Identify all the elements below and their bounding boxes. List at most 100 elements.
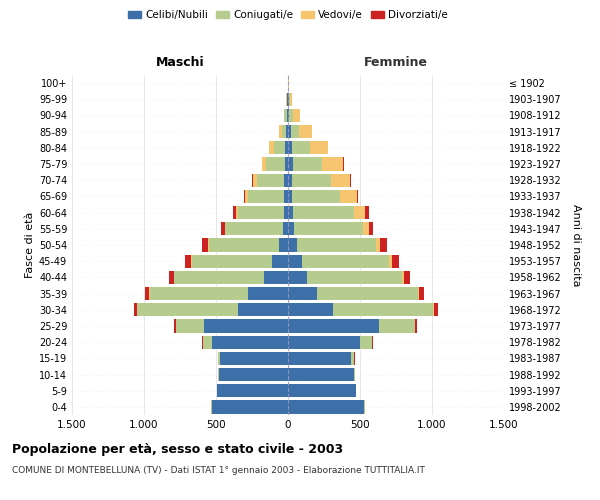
- Bar: [191, 254, 272, 268]
- Bar: [203, 336, 212, 349]
- Bar: [174, 270, 263, 284]
- Bar: [289, 92, 290, 106]
- Bar: [379, 320, 415, 332]
- Bar: [284, 206, 288, 220]
- Bar: [294, 222, 363, 235]
- Bar: [380, 238, 388, 252]
- Bar: [340, 190, 357, 203]
- Bar: [283, 222, 288, 235]
- Bar: [332, 303, 433, 316]
- Bar: [202, 238, 208, 252]
- Bar: [202, 336, 203, 349]
- Bar: [248, 190, 284, 203]
- Bar: [284, 109, 287, 122]
- Bar: [185, 254, 191, 268]
- Bar: [292, 141, 310, 154]
- Bar: [292, 174, 331, 187]
- Text: Popolazione per età, sesso e stato civile - 2003: Popolazione per età, sesso e stato civil…: [12, 442, 343, 456]
- Bar: [169, 270, 174, 284]
- Bar: [389, 254, 392, 268]
- Bar: [274, 141, 285, 154]
- Bar: [418, 287, 419, 300]
- Bar: [288, 158, 293, 170]
- Bar: [331, 174, 350, 187]
- Text: COMUNE DI MONTEBELLUNA (TV) - Dati ISTAT 1° gennaio 2003 - Elaborazione TUTTITAL: COMUNE DI MONTEBELLUNA (TV) - Dati ISTAT…: [12, 466, 425, 475]
- Bar: [285, 141, 288, 154]
- Bar: [238, 206, 284, 220]
- Bar: [352, 352, 354, 365]
- Bar: [292, 190, 340, 203]
- Bar: [402, 270, 404, 284]
- Bar: [288, 92, 289, 106]
- Bar: [288, 270, 307, 284]
- Bar: [288, 320, 379, 332]
- Bar: [285, 158, 288, 170]
- Bar: [145, 287, 149, 300]
- Bar: [317, 287, 418, 300]
- Bar: [212, 400, 288, 413]
- Y-axis label: Anni di nascita: Anni di nascita: [571, 204, 581, 286]
- Bar: [286, 125, 288, 138]
- Bar: [288, 222, 294, 235]
- Bar: [357, 190, 358, 203]
- Bar: [176, 320, 205, 332]
- Bar: [238, 303, 288, 316]
- Bar: [290, 92, 292, 106]
- Bar: [217, 384, 288, 398]
- Bar: [296, 238, 376, 252]
- Bar: [150, 287, 248, 300]
- Bar: [252, 174, 253, 187]
- Bar: [288, 206, 293, 220]
- Bar: [353, 206, 365, 220]
- Legend: Celibi/Nubili, Coniugati/e, Vedovi/e, Divorziati/e: Celibi/Nubili, Coniugati/e, Vedovi/e, Di…: [128, 10, 448, 20]
- Bar: [288, 336, 360, 349]
- Bar: [415, 320, 417, 332]
- Bar: [269, 141, 274, 154]
- Bar: [263, 270, 288, 284]
- Bar: [208, 238, 209, 252]
- Bar: [368, 222, 373, 235]
- Bar: [433, 303, 434, 316]
- Bar: [244, 190, 245, 203]
- Bar: [354, 368, 355, 381]
- Bar: [363, 222, 368, 235]
- Bar: [262, 158, 266, 170]
- Bar: [212, 336, 288, 349]
- Bar: [288, 125, 291, 138]
- Bar: [293, 109, 299, 122]
- Bar: [288, 174, 292, 187]
- Bar: [365, 206, 368, 220]
- Bar: [293, 206, 353, 220]
- Bar: [224, 222, 226, 235]
- Bar: [392, 254, 399, 268]
- Bar: [288, 384, 356, 398]
- Bar: [288, 141, 292, 154]
- Bar: [404, 270, 410, 284]
- Bar: [257, 174, 284, 187]
- Bar: [307, 270, 402, 284]
- Bar: [360, 336, 371, 349]
- Bar: [272, 254, 288, 268]
- Bar: [343, 158, 344, 170]
- Bar: [266, 158, 285, 170]
- Bar: [419, 287, 424, 300]
- Bar: [233, 206, 236, 220]
- Bar: [288, 400, 364, 413]
- Bar: [284, 174, 288, 187]
- Bar: [372, 336, 373, 349]
- Bar: [281, 125, 286, 138]
- Bar: [220, 352, 288, 365]
- Bar: [218, 352, 220, 365]
- Text: Femmine: Femmine: [364, 56, 428, 68]
- Bar: [293, 158, 322, 170]
- Bar: [209, 238, 280, 252]
- Bar: [434, 303, 438, 316]
- Bar: [226, 222, 283, 235]
- Y-axis label: Fasce di età: Fasce di età: [25, 212, 35, 278]
- Bar: [174, 320, 176, 332]
- Bar: [248, 287, 288, 300]
- Bar: [322, 158, 343, 170]
- Bar: [134, 303, 137, 316]
- Bar: [289, 109, 293, 122]
- Bar: [219, 368, 288, 381]
